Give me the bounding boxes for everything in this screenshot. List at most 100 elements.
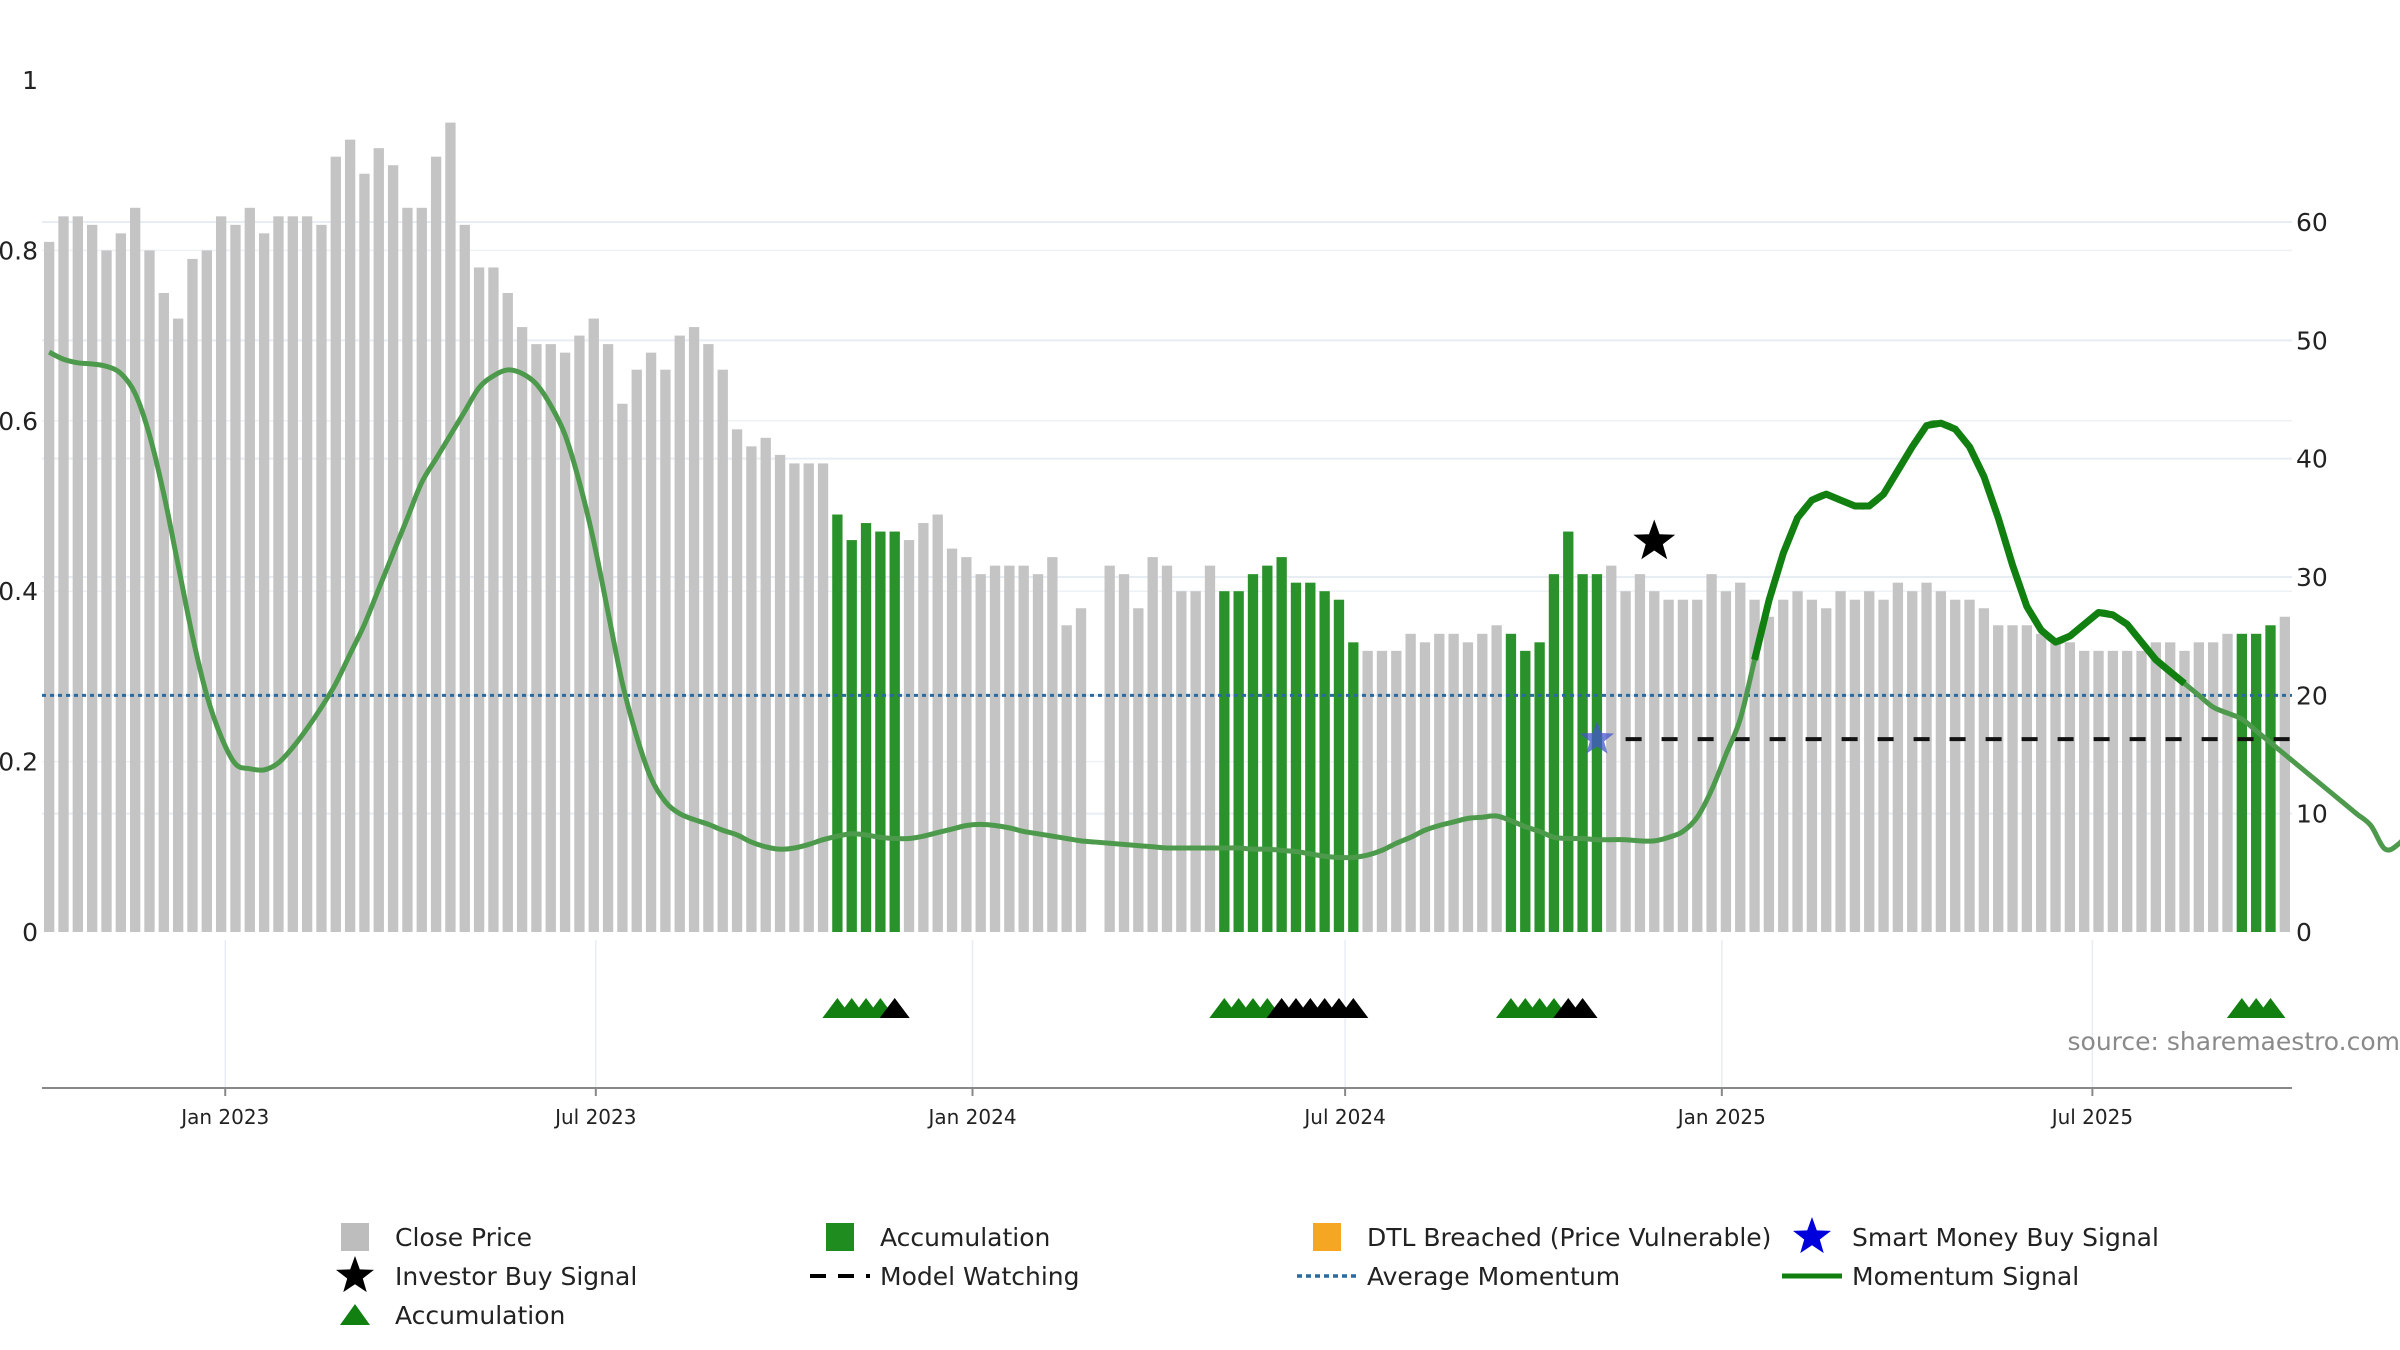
close-price-bar: [703, 344, 714, 932]
close-price-bar: [230, 224, 241, 933]
close-price-bar: [187, 258, 198, 932]
close-price-bar: [545, 344, 556, 932]
legend-item: Smart Money Buy Signal: [1792, 1217, 2159, 1254]
close-price-bar: [903, 540, 915, 932]
signal-triangle: [1567, 998, 1598, 1018]
close-price-bar: [961, 557, 972, 932]
left-axis-tick-label: 0: [22, 918, 38, 947]
legend-label: DTL Breached (Price Vulnerable): [1367, 1223, 1771, 1252]
date-tick-label: Jul 2024: [1302, 1105, 1385, 1129]
close-price-bar: [430, 156, 442, 932]
source-label: source: sharemaestro.com: [2068, 1027, 2400, 1056]
accumulation-bar: [860, 523, 872, 932]
close-price-bar: [1032, 574, 1044, 932]
close-price-bar: [2179, 650, 2190, 932]
close-price-bar: [817, 463, 829, 932]
close-price-bar: [416, 207, 427, 933]
close-price-bar: [746, 446, 757, 932]
close-price-bar: [144, 250, 155, 932]
accumulation-bar: [2265, 625, 2276, 932]
date-tick-label: Jan 2024: [926, 1105, 1016, 1129]
left-axis-tick-label: 0.8: [0, 236, 38, 265]
legend-label: Momentum Signal: [1852, 1262, 2079, 1291]
close-price-bar: [201, 250, 212, 932]
close-price-bar: [402, 207, 413, 933]
close-price-bar: [1634, 574, 1646, 932]
close-price-bar: [688, 327, 700, 933]
legend-label: Accumulation: [395, 1301, 565, 1330]
close-price-bar: [631, 369, 642, 932]
close-price-bar: [1391, 650, 1402, 932]
legend-label: Smart Money Buy Signal: [1852, 1223, 2159, 1252]
close-price-bar: [215, 216, 227, 932]
momentum-signal-line: [48, 349, 2400, 861]
close-price-bar: [2036, 633, 2047, 932]
close-price-bar: [1677, 599, 1689, 932]
right-axis-tick-label: 0: [2296, 918, 2312, 947]
close-price-bar: [1075, 608, 1087, 932]
close-price-bar: [1821, 608, 1832, 932]
accumulation-bar: [1505, 633, 1517, 932]
buy-signals: [1579, 519, 1676, 754]
close-price-bar: [989, 565, 1001, 932]
close-price-bar: [1376, 650, 1388, 932]
legend-item: Momentum Signal: [1782, 1262, 2079, 1291]
close-price-bar: [1061, 625, 1072, 932]
close-price-bar: [258, 233, 270, 933]
left-axis-tick-label: 0.4: [0, 577, 38, 606]
close-price-bar: [273, 216, 284, 932]
close-price-bar: [445, 122, 456, 933]
close-price-bar: [1047, 557, 1058, 932]
close-price-bar: [72, 216, 83, 932]
close-price-bar: [2021, 625, 2033, 932]
left-axis-tick-label: 1: [22, 66, 38, 95]
close-price-bar: [1018, 565, 1029, 932]
close-price-bar: [1405, 633, 1416, 932]
accumulation-triangle: [2255, 998, 2286, 1018]
close-price-bar: [1434, 633, 1445, 932]
date-tick-label: Jul 2025: [2050, 1105, 2133, 1129]
close-price-bar: [129, 207, 141, 933]
close-price-bar: [1763, 616, 1775, 932]
close-price-bar: [1477, 633, 1488, 932]
legend-label: Accumulation: [880, 1223, 1050, 1252]
close-price-bar: [2193, 642, 2205, 932]
close-price-bar: [172, 318, 184, 932]
accumulation-bar: [1247, 574, 1259, 932]
legend-item: Close Price: [341, 1223, 532, 1252]
legend-swatch: [826, 1223, 854, 1251]
close-price-bar: [2107, 650, 2119, 932]
close-price-bar: [760, 437, 771, 932]
close-price-bar: [359, 173, 370, 933]
close-price-bar: [1749, 599, 1760, 932]
right-axis-ticks: 0 10 20 30 40 50 60: [2296, 208, 2328, 947]
close-price-bars: [44, 122, 2290, 933]
accumulation-bar: [889, 531, 900, 932]
legend-label: Close Price: [395, 1223, 532, 1252]
investor-buy-signal-star: [1633, 519, 1676, 560]
close-price-bar: [1864, 591, 1875, 932]
close-price-bar: [1620, 591, 1631, 932]
accumulation-bar: [1591, 574, 1603, 932]
date-axis-ticks: Jan 2023 Jul 2023 Jan 2024 Jul 2024 Jan 2025…: [179, 1088, 2133, 1129]
close-price-bar: [115, 233, 126, 933]
close-price-bar: [2165, 642, 2176, 932]
right-axis-tick-label: 10: [2296, 800, 2328, 829]
close-price-bar: [1849, 599, 1861, 932]
accumulation-bar: [1233, 591, 1244, 932]
date-tick-label: Jul 2023: [553, 1105, 636, 1129]
momentum-signal-strong-segment: [1751, 419, 2187, 687]
close-price-bar: [645, 352, 657, 932]
close-price-bar: [1907, 591, 1918, 932]
close-price-bar: [1649, 591, 1660, 932]
close-price-bar: [1133, 608, 1144, 932]
legend-star-icon: [335, 1256, 375, 1293]
close-price-bar: [803, 463, 814, 932]
accumulation-bar: [2251, 633, 2262, 932]
right-axis-tick-label: 50: [2296, 326, 2328, 355]
accumulation-bar: [1290, 582, 1302, 932]
close-price-bar: [2136, 650, 2147, 932]
signal-triangle: [1338, 998, 1369, 1018]
close-price-bar: [1491, 625, 1502, 932]
legend-item: Accumulation: [340, 1301, 565, 1330]
